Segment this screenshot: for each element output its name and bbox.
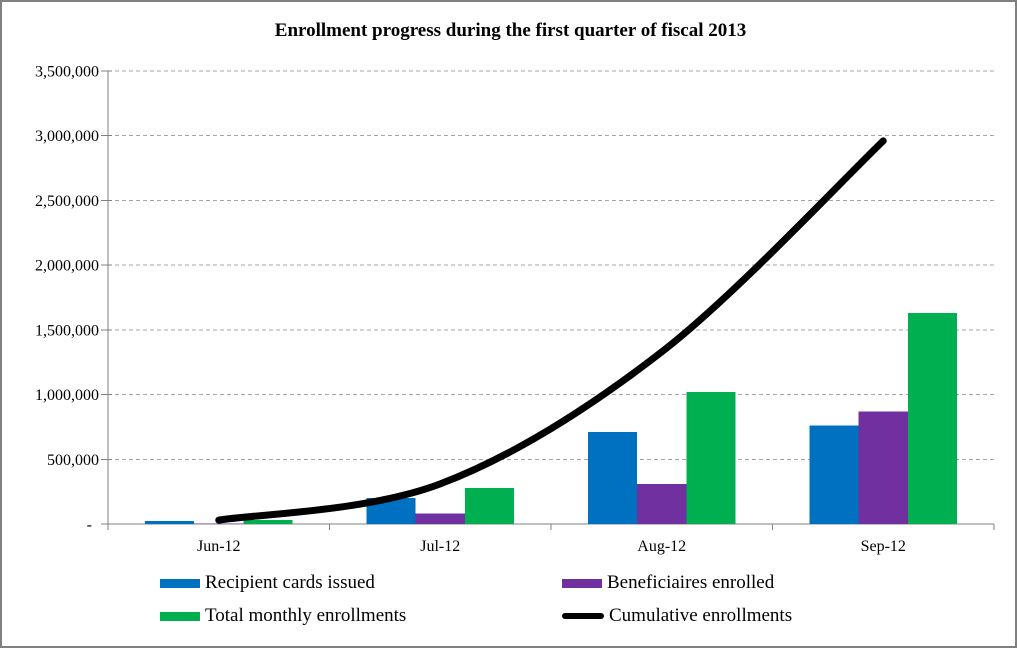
x-axis-label: Jun-12 xyxy=(197,538,241,555)
y-axis-label: 1,500,000 xyxy=(35,322,99,339)
bar-total-monthly-enrollments xyxy=(686,391,736,524)
bar-recipient-cards-issued xyxy=(144,520,195,524)
y-axis-label: 3,500,000 xyxy=(35,64,99,81)
y-axis-label: 500,000 xyxy=(47,452,99,469)
chart-title: Enrollment progress during the first qua… xyxy=(274,20,747,41)
bar-total-monthly-enrollments xyxy=(907,313,958,524)
y-axis-label: 2,000,000 xyxy=(35,258,99,275)
x-axis-label: Jul-12 xyxy=(420,538,460,555)
bar-beneficiaires-enrolled xyxy=(194,523,244,524)
bar-recipient-cards-issued xyxy=(809,425,859,524)
bar-recipient-cards-issued xyxy=(587,432,638,524)
y-axis-label: - xyxy=(87,517,92,534)
y-axis-label: 2,500,000 xyxy=(35,193,99,210)
x-axis-label: Aug-12 xyxy=(637,538,686,555)
bar-beneficiaires-enrolled xyxy=(858,411,908,524)
bar-total-monthly-enrollments xyxy=(243,520,293,524)
bar-total-monthly-enrollments xyxy=(464,487,515,524)
y-axis-label: 3,000,000 xyxy=(35,128,99,145)
cumulative-enrollments-line xyxy=(215,137,887,524)
y-axis-label: 1,000,000 xyxy=(35,387,99,404)
x-axis-label: Sep-12 xyxy=(861,538,906,555)
bar-beneficiaires-enrolled xyxy=(637,483,687,524)
bar-beneficiaires-enrolled xyxy=(415,513,465,524)
